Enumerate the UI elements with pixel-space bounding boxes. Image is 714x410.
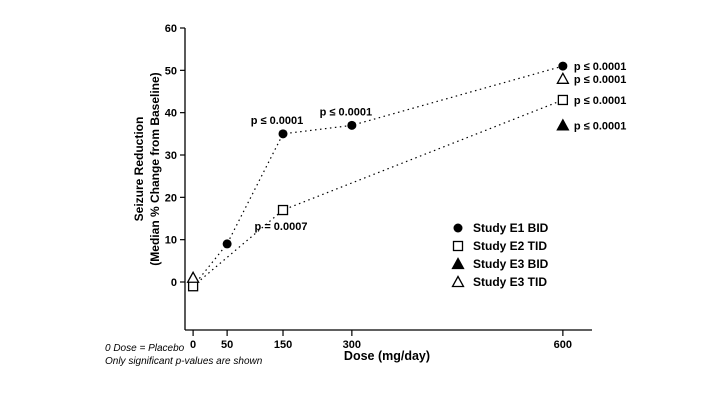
filled-triangle-icon	[451, 257, 465, 270]
svg-text:300: 300	[343, 339, 361, 351]
y-axis-title: Seizure Reduction (Median % Change from …	[131, 19, 167, 319]
x-axis-title: Dose (mg/day)	[343, 349, 431, 363]
legend-item-study-e3-bid: Study E3 BID	[450, 255, 548, 273]
p-value-label: p ≤ 0.0001	[320, 106, 373, 118]
legend-item-study-e1-bid: Study E1 BID	[450, 219, 548, 237]
svg-text:50: 50	[165, 65, 177, 77]
series-study-e3-tid	[186, 71, 570, 283]
line-study-e1-bid	[192, 65, 564, 287]
series-lines	[192, 65, 564, 287]
legend-label: Study E3 BID	[473, 257, 549, 271]
open-square-icon	[452, 240, 464, 252]
p-value-label: p ≤ 0.0001	[574, 95, 627, 107]
filled-circle-icon	[453, 223, 463, 233]
y-tick-labels: 0 10 20 30 40 50 60	[165, 23, 185, 289]
legend-label: Study E2 TID	[473, 239, 548, 253]
y-axis-title-line1: Seizure Reduction	[132, 116, 146, 222]
p-value-label: p ≤ 0.0001	[574, 120, 627, 132]
svg-text:10: 10	[165, 235, 177, 247]
svg-text:0: 0	[171, 277, 177, 289]
legend-label: Study E1 BID	[473, 221, 549, 235]
chart-footnotes: 0 Dose = Placebo Only significant p-valu…	[105, 342, 262, 368]
series-study-e2-tid	[187, 94, 569, 292]
svg-text:30: 30	[165, 150, 177, 162]
svg-text:40: 40	[165, 108, 177, 120]
legend: Study E1 BID Study E2 TID Study E3 BID Stud…	[450, 219, 548, 291]
legend-label: Study E3 TID	[473, 275, 548, 289]
p-value-label: p = 0.0007	[255, 221, 308, 233]
svg-text:60: 60	[165, 23, 177, 35]
svg-text:150: 150	[274, 339, 292, 351]
x-tick-labels: 0 50 150 300 600	[190, 330, 572, 351]
series-study-e3-bid	[556, 118, 570, 131]
p-value-label: p ≤ 0.0001	[574, 61, 627, 73]
footnote-pvalues: Only significant p-values are shown	[105, 356, 263, 367]
svg-text:20: 20	[165, 192, 177, 204]
footnote-placebo: 0 Dose = Placebo	[105, 343, 185, 354]
y-axis-title-line2: (Median % Change from Baseline)	[148, 72, 162, 266]
p-value-label: p ≤ 0.0001	[574, 74, 627, 86]
p-value-label: p ≤ 0.0001	[251, 115, 304, 127]
svg-text:0: 0	[190, 339, 196, 351]
axes	[184, 28, 592, 331]
svg-text:50: 50	[221, 339, 233, 351]
svg-text:600: 600	[554, 339, 572, 351]
open-triangle-icon	[451, 275, 465, 288]
legend-item-study-e3-tid: Study E3 TID	[450, 273, 548, 291]
legend-item-study-e2-tid: Study E2 TID	[450, 237, 548, 255]
